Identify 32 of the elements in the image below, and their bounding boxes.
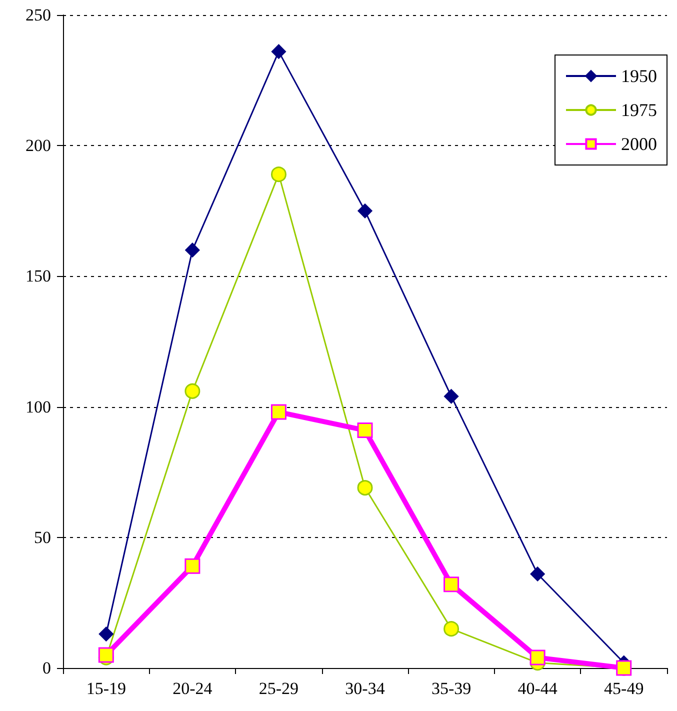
point [358,204,372,218]
x-tick-label: 20-24 [172,679,213,698]
y-tick-label: 0 [42,658,51,678]
point [357,422,373,438]
x-tick-label: 40-44 [518,679,558,698]
point [530,566,545,582]
legend-label: 1950 [621,66,657,86]
point [530,650,546,666]
x-tick-label: 15-19 [86,679,126,698]
legend-label: 1975 [621,100,657,120]
x-tick-label: 35-39 [431,679,472,698]
x-tick-label: 25-29 [258,679,299,698]
point [98,626,114,642]
y-tick-label: 250 [26,6,51,24]
point [270,166,286,182]
point [270,404,286,420]
y-tick-label: 100 [26,397,51,416]
x-tick-label: 30-34 [345,679,386,698]
point [185,242,200,258]
legend-label: 2000 [621,134,657,154]
y-tick-label: 50 [34,528,51,547]
y-tick-label: 150 [26,266,51,286]
point [444,389,459,404]
y-tick-label: 200 [26,136,51,156]
point [184,558,200,574]
point [98,647,114,663]
point [184,383,200,399]
x-tick-label: 45-49 [604,679,644,698]
point [357,480,373,496]
point [444,621,460,637]
point [444,576,460,592]
point [271,44,286,59]
